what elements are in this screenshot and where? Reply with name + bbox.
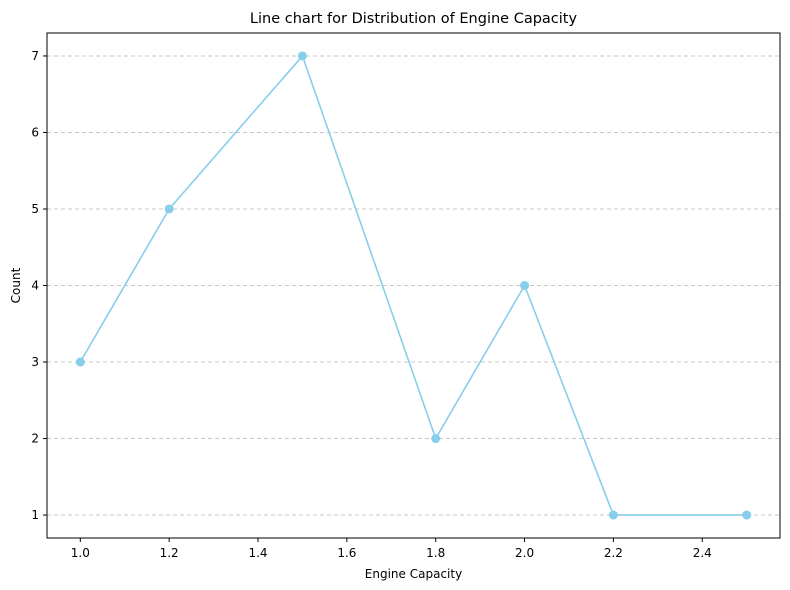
y-tick-label: 5 (31, 202, 39, 216)
data-point (520, 281, 530, 290)
x-tick-label: 2.0 (515, 546, 534, 560)
data-point (297, 51, 307, 61)
y-axis-label: Count (9, 267, 23, 303)
data-point (742, 510, 752, 520)
x-tick-label: 1.6 (337, 546, 356, 560)
y-tick-label: 3 (31, 355, 39, 369)
data-point (75, 357, 85, 367)
chart-title: Line chart for Distribution of Engine Ca… (250, 11, 578, 27)
y-tick-label: 4 (31, 279, 39, 293)
x-tick-label: 1.2 (160, 546, 179, 560)
x-tick-label: 2.4 (693, 546, 712, 560)
series-layer (75, 51, 752, 520)
x-tick-label: 1.4 (248, 546, 267, 560)
data-point (431, 434, 441, 444)
y-tick-label: 1 (31, 508, 39, 522)
data-point (164, 204, 174, 214)
y-tick-label: 2 (31, 432, 39, 446)
x-axis-ticks: 1.0 1.2 1.4 1.6 1.8 2.0 2.2 2.4 (71, 538, 712, 560)
y-tick-label: 7 (31, 49, 39, 63)
x-tick-label: 1.0 (71, 546, 90, 560)
x-axis-label: Engine Capacity (365, 567, 462, 581)
x-tick-label: 2.2 (604, 546, 623, 560)
data-point (608, 510, 618, 520)
x-tick-label: 1.8 (426, 546, 445, 560)
y-axis-ticks: 1 2 3 4 5 6 7 (31, 49, 47, 522)
y-tick-label: 6 (31, 125, 39, 139)
grid-lines (47, 55, 780, 516)
